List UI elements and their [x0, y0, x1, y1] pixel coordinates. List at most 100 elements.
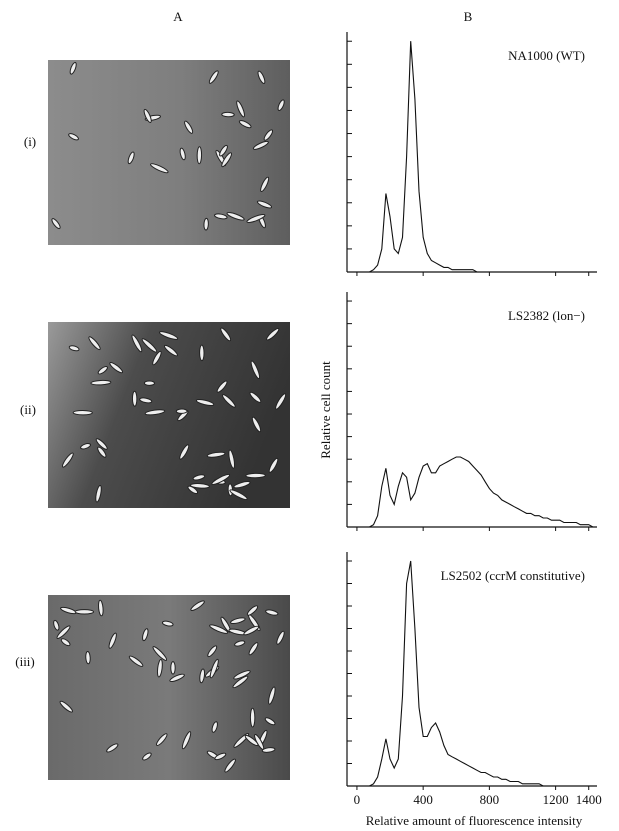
cell	[203, 217, 209, 231]
chart-title: NA1000 (WT)	[508, 48, 585, 63]
cell	[88, 336, 101, 351]
row-label: (ii)	[20, 402, 36, 417]
cell	[163, 344, 178, 357]
cell	[143, 380, 155, 386]
cell	[68, 345, 80, 352]
cell	[131, 334, 143, 353]
cell	[179, 147, 186, 161]
cell	[196, 146, 203, 165]
cell	[266, 328, 280, 341]
cell	[209, 658, 219, 679]
cell	[264, 717, 276, 726]
cell	[219, 144, 228, 157]
cell	[261, 747, 276, 753]
cell	[260, 176, 270, 193]
cell	[184, 120, 194, 134]
cell	[229, 489, 248, 501]
cell	[51, 218, 61, 230]
cell	[74, 609, 95, 615]
cell	[248, 642, 259, 656]
cell	[268, 686, 276, 705]
chart-title: LS2502 (ccrM constitutive)	[441, 568, 585, 583]
cell	[128, 655, 144, 667]
cell	[236, 100, 245, 118]
cell	[275, 393, 287, 410]
cell	[142, 628, 149, 642]
cell	[144, 409, 166, 416]
cell	[243, 625, 260, 636]
cell	[234, 640, 246, 647]
cell	[156, 659, 163, 678]
cell	[207, 645, 218, 658]
cell	[224, 758, 236, 773]
x-tick-label: 1200	[543, 792, 569, 807]
cell	[97, 446, 107, 458]
cell	[244, 734, 259, 747]
cell	[277, 99, 285, 111]
cell	[192, 474, 206, 481]
cell	[249, 391, 262, 403]
cell	[230, 617, 246, 625]
cell	[250, 360, 261, 380]
cell	[59, 700, 73, 713]
cell	[108, 632, 117, 649]
x-tick-label: 0	[354, 792, 361, 807]
cell	[169, 673, 185, 683]
cell	[109, 362, 124, 374]
cell	[252, 140, 269, 150]
cell	[159, 331, 179, 340]
cell	[80, 443, 92, 450]
cell	[69, 61, 77, 75]
cell	[256, 200, 273, 209]
x-tick-label: 400	[413, 792, 433, 807]
x-tick-label: 800	[480, 792, 500, 807]
cell	[106, 743, 119, 753]
cell	[238, 120, 252, 129]
cell	[249, 707, 256, 728]
cell	[85, 650, 91, 665]
cell	[251, 416, 262, 433]
cell	[143, 108, 152, 123]
cell	[246, 605, 259, 616]
cell	[72, 409, 93, 416]
cell	[233, 670, 251, 680]
cell	[152, 350, 162, 366]
cell	[189, 483, 210, 489]
cell	[195, 399, 215, 407]
cell	[220, 327, 232, 342]
histogram-trace	[356, 560, 597, 787]
cell	[187, 485, 199, 495]
cell	[61, 452, 74, 468]
cell	[246, 214, 266, 223]
cell	[95, 438, 108, 450]
cell	[97, 366, 108, 375]
cell	[179, 444, 190, 460]
cell	[233, 481, 251, 489]
cell	[208, 70, 219, 84]
cell	[221, 152, 232, 168]
panel-label: B	[464, 9, 473, 24]
micrograph	[48, 60, 290, 245]
cell	[221, 111, 235, 118]
cell	[95, 484, 102, 503]
histogram-trace	[356, 41, 597, 273]
cell	[53, 619, 60, 631]
cell	[228, 449, 236, 469]
cell	[265, 609, 279, 616]
row-label: (iii)	[15, 654, 35, 669]
panel-label: A	[173, 9, 183, 24]
cell	[139, 397, 153, 404]
y-axis-label: Relative cell count	[318, 361, 333, 459]
cell	[257, 70, 266, 84]
cell	[245, 472, 266, 479]
cell	[97, 599, 104, 617]
histogram-trace	[356, 456, 597, 528]
cell	[156, 733, 168, 746]
cell	[226, 212, 245, 221]
cell	[232, 675, 249, 689]
row-label: (i)	[24, 134, 36, 149]
cell	[190, 600, 205, 611]
x-tick-label: 1400	[576, 792, 602, 807]
cell	[276, 630, 285, 645]
micrographs	[48, 60, 290, 780]
